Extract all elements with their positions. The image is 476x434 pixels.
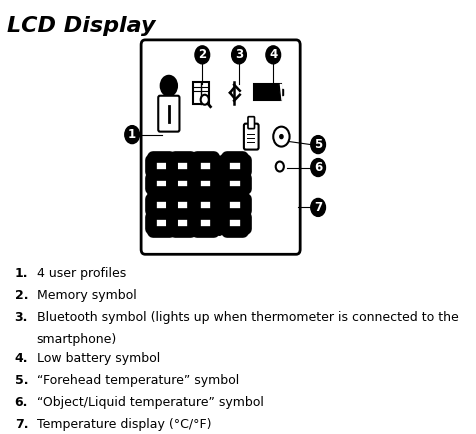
Circle shape — [311, 158, 326, 177]
Circle shape — [161, 76, 177, 96]
Text: 1: 1 — [128, 128, 136, 141]
Bar — [255, 84, 281, 100]
Text: Bluetooth symbol (lights up when thermometer is connected to the: Bluetooth symbol (lights up when thermom… — [37, 311, 458, 324]
Text: 5: 5 — [314, 138, 322, 151]
Text: 6.: 6. — [15, 395, 28, 408]
Text: Temperature display (°C/°F): Temperature display (°C/°F) — [37, 418, 211, 431]
Text: “Forehead temperature” symbol: “Forehead temperature” symbol — [37, 374, 239, 387]
Circle shape — [195, 46, 209, 64]
Text: 7.: 7. — [15, 418, 28, 431]
Circle shape — [280, 135, 283, 138]
Text: LCD Display: LCD Display — [7, 16, 155, 36]
Text: 7: 7 — [314, 201, 322, 214]
Text: “Object/Liquid temperature” symbol: “Object/Liquid temperature” symbol — [37, 395, 264, 408]
Text: smartphone): smartphone) — [37, 333, 117, 346]
Circle shape — [201, 95, 209, 105]
Circle shape — [276, 161, 284, 171]
Circle shape — [266, 46, 281, 64]
Text: 1.: 1. — [15, 267, 28, 280]
FancyBboxPatch shape — [244, 124, 258, 150]
Text: 3.: 3. — [15, 311, 28, 324]
Polygon shape — [279, 84, 281, 100]
Text: 5.: 5. — [15, 374, 28, 387]
Bar — [192, 82, 209, 104]
Text: 4: 4 — [269, 48, 278, 61]
Text: 6: 6 — [314, 161, 322, 174]
Circle shape — [311, 135, 326, 154]
Bar — [281, 89, 283, 95]
Circle shape — [232, 46, 247, 64]
Text: 2: 2 — [198, 48, 207, 61]
Text: 3: 3 — [235, 48, 243, 61]
Text: Low battery symbol: Low battery symbol — [37, 352, 160, 365]
Circle shape — [273, 127, 289, 147]
Text: 4.: 4. — [15, 352, 28, 365]
Circle shape — [311, 198, 326, 217]
FancyBboxPatch shape — [141, 40, 300, 254]
Text: Memory symbol: Memory symbol — [37, 289, 137, 302]
Text: 2.: 2. — [15, 289, 28, 302]
Text: 4 user profiles: 4 user profiles — [37, 267, 126, 280]
Circle shape — [125, 126, 139, 144]
FancyBboxPatch shape — [158, 96, 179, 132]
FancyBboxPatch shape — [248, 117, 255, 128]
